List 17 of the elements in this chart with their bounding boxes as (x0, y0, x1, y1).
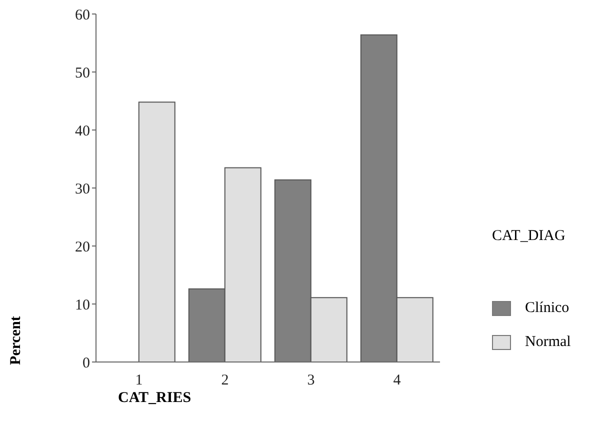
y-tick-label: 20 (75, 239, 90, 256)
x-axis-title: CAT_RIES (118, 390, 192, 407)
x-tick-label: 1 (135, 372, 143, 389)
legend-label: Normal (525, 334, 571, 350)
y-tick-label: 10 (75, 297, 90, 314)
x-tick-label: 3 (307, 372, 315, 389)
y-tick-label: 30 (75, 181, 90, 198)
y-tick-label: 40 (75, 123, 90, 140)
legend-title: CAT_DIAG (492, 228, 566, 245)
y-tick-label: 0 (82, 355, 90, 372)
y-tick-label: 50 (75, 65, 90, 82)
y-tick-label: 60 (75, 7, 90, 24)
x-tick-label: 2 (221, 372, 229, 389)
y-axis-title: Percent (8, 316, 24, 364)
legend-label: Clínico (525, 300, 570, 316)
bar (138, 102, 176, 362)
x-tick-label: 4 (393, 372, 402, 389)
